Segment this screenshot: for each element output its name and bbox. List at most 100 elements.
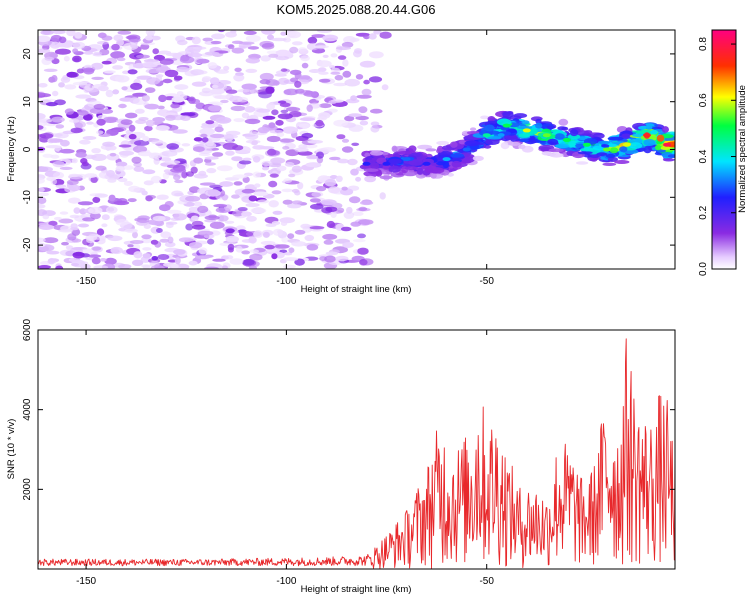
spectrogram-cell: [110, 51, 125, 59]
x-tick-label: -100: [276, 576, 296, 587]
spectrogram-cell: [38, 113, 46, 120]
spectrogram-cell: [188, 96, 196, 104]
spectrogram-cell: [198, 91, 214, 97]
spectrogram-cell: [91, 246, 102, 251]
spectrogram-cell: [225, 235, 239, 243]
spectrogram-cell: [174, 192, 184, 197]
spectrogram-cell: [643, 139, 656, 146]
spectrogram-cell: [262, 231, 270, 238]
colorbar: 0.0 0.2 0.4 0.6 0.8 Normalized spectral ampl…: [698, 29, 748, 276]
spectrogram-cell: [309, 198, 321, 203]
spectrogram-cell: [357, 247, 369, 255]
spectrogram-cell: [59, 211, 69, 215]
spectrogram-cell: [368, 76, 383, 83]
spectrogram-cell: [216, 165, 233, 172]
spectrogram-cell: [270, 157, 286, 164]
spectrogram-cell: [235, 245, 243, 253]
spectrogram-cell: [128, 185, 141, 193]
spectrogram-cell: [260, 55, 271, 62]
spectrogram-cell: [72, 81, 88, 86]
spectrogram-cell: [117, 30, 132, 35]
spectrogram-cell: [554, 133, 565, 140]
spectrogram-cell: [146, 77, 161, 85]
spectrogram-peak: [582, 142, 591, 147]
spectrogram-cell: [294, 88, 305, 94]
spectrogram-cell: [178, 237, 193, 243]
spectrogram-cell: [379, 31, 392, 39]
spectrogram-cell: [451, 160, 462, 168]
x-tick-label: -100: [276, 276, 296, 287]
spectrogram-cell: [645, 124, 653, 130]
spectrogram-cell: [250, 207, 267, 214]
spectrogram-cell: [128, 124, 136, 132]
spectrogram-cell: [107, 235, 123, 242]
bottom-x-axis: -150 -100 -50: [76, 330, 494, 587]
spectrogram-cell: [271, 221, 281, 225]
spectrogram-cell: [358, 106, 368, 114]
spectrogram-cell: [264, 248, 278, 253]
spectrogram-cell: [214, 95, 231, 100]
spectrogram-cell: [211, 33, 226, 40]
spectrogram-cell: [323, 239, 334, 245]
spectrogram-cell: [112, 65, 124, 70]
spectrogram-cell: [155, 74, 164, 78]
spectrogram-cell: [96, 41, 109, 45]
spectrogram-cell: [185, 195, 201, 202]
spectrogram-cell: [348, 124, 364, 132]
spectrogram-peak: [382, 161, 391, 166]
spectrogram-cell: [215, 116, 232, 124]
spectrogram-cell: [218, 215, 229, 222]
spectrogram-cell: [54, 216, 62, 221]
spectrogram-cell: [261, 30, 276, 35]
spectrogram-cell: [601, 144, 610, 148]
spectrogram-cell: [370, 121, 380, 126]
spectrogram-cell: [287, 203, 302, 209]
spectrogram-cell: [233, 118, 245, 123]
spectrogram-cell: [294, 258, 305, 266]
spectrogram-cell: [576, 161, 589, 165]
spectrogram-cell: [90, 176, 98, 183]
spectrogram-cell: [249, 131, 259, 135]
spectrogram-cell: [344, 78, 361, 87]
spectrogram-cell: [253, 191, 269, 197]
spectrogram-cell: [62, 74, 69, 81]
spectrogram-cell: [209, 77, 220, 85]
spectrogram-cell: [173, 75, 183, 81]
spectrogram-cell: [363, 168, 379, 172]
spectrogram-cell: [275, 119, 284, 126]
spectrogram-cell: [38, 125, 44, 130]
top-x-axis-label: Height of straight line (km): [301, 284, 412, 295]
spectrogram-cell: [268, 180, 278, 188]
spectrogram-cell: [270, 37, 287, 42]
spectrogram-cell: [619, 146, 628, 153]
spectrogram-cell: [278, 77, 289, 85]
spectrogram-cell: [650, 129, 658, 135]
spectrogram-cell: [43, 68, 58, 73]
spectrogram-cell: [328, 186, 341, 194]
spectrogram-cell: [257, 199, 269, 204]
spectrogram-cell: [198, 152, 211, 157]
y-tick-label: -10: [22, 190, 33, 205]
spectrogram-cell: [438, 154, 452, 159]
spectrogram-cell: [151, 139, 164, 145]
spectrogram-cell: [122, 165, 134, 170]
spectrogram-cell: [244, 118, 261, 125]
spectrogram-cell: [127, 69, 138, 75]
spectrogram-cell: [93, 103, 106, 110]
spectrogram-cell: [142, 253, 151, 259]
spectrogram-cell: [170, 167, 187, 173]
spectrogram-cell: [320, 199, 337, 206]
spectrogram-cell: [77, 223, 90, 228]
spectrogram-cell: [48, 220, 58, 226]
spectrogram-cell: [83, 114, 93, 121]
spectrogram-cell: [91, 62, 104, 70]
spectrogram-cell: [519, 138, 530, 143]
spectrogram-cell: [135, 108, 145, 114]
y-tick-label: 2000: [22, 478, 33, 501]
spectrogram-cell: [224, 255, 234, 260]
spectrogram-cell: [269, 129, 284, 134]
spectrogram-cell: [74, 32, 83, 39]
spectrogram-cell: [352, 211, 364, 216]
spectrogram-cell: [304, 234, 315, 242]
